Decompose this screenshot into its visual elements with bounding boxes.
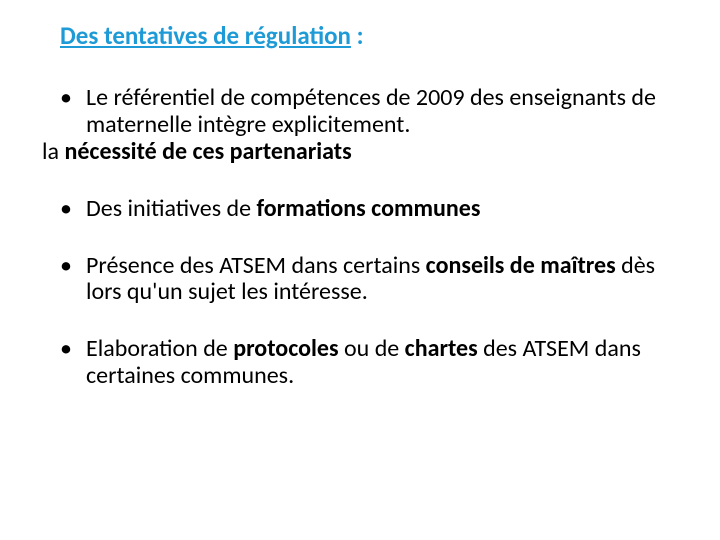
bullet-4: Elaboration de protocoles ou de chartes … <box>60 336 680 390</box>
bullet-2: Des initiatives de formations communes <box>60 196 680 223</box>
slide: Des tentatives de régulation : Le référe… <box>0 0 720 540</box>
bullet-1-text: Le référentiel de compétences de 2009 de… <box>86 83 656 139</box>
bullet-3-bold: conseils de maîtres <box>426 251 616 280</box>
bullet-3-before: Présence des ATSEM dans certains <box>86 251 426 280</box>
bullet-2-bold: formations communes <box>257 194 481 223</box>
bullet-group-2: Des initiatives de formations communes <box>60 196 680 223</box>
slide-title: Des tentatives de régulation : <box>60 20 680 51</box>
bullet-1-continuation: la nécessité de ces partenariats <box>42 139 680 166</box>
bullet-group-1: Le référentiel de compétences de 2009 de… <box>60 85 680 166</box>
bullet-1-cont-before: la <box>42 137 64 166</box>
title-suffix: : <box>351 20 364 51</box>
title-text-underlined: Des tentatives de régulation <box>60 20 351 51</box>
bullet-1: Le référentiel de compétences de 2009 de… <box>60 85 680 139</box>
bullet-list: Le référentiel de compétences de 2009 de… <box>60 85 680 390</box>
bullet-1-cont-bold: nécessité de ces partenariats <box>64 137 351 166</box>
bullet-4-before: Elaboration de <box>86 334 233 363</box>
bullet-3: Présence des ATSEM dans certains conseil… <box>60 253 680 307</box>
bullet-4-bold2: chartes <box>405 334 478 363</box>
bullet-4-bold1: protocoles <box>233 334 338 363</box>
bullet-2-before: Des initiatives de <box>86 194 257 223</box>
bullet-group-3: Présence des ATSEM dans certains conseil… <box>60 253 680 307</box>
bullet-group-4: Elaboration de protocoles ou de chartes … <box>60 336 680 390</box>
bullet-4-mid: ou de <box>339 334 405 363</box>
